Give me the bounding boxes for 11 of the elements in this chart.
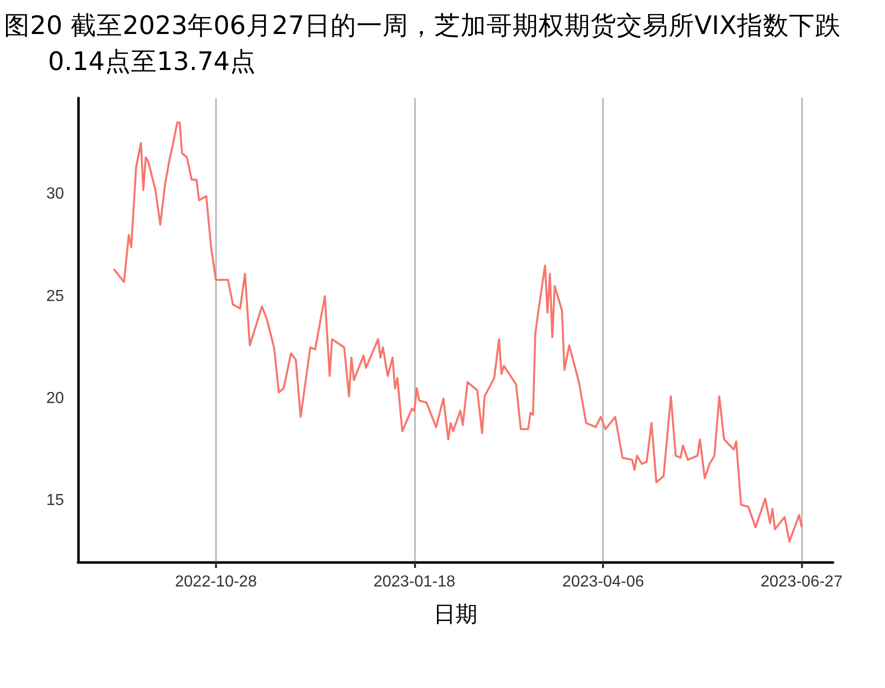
chart-title: 图20 截至2023年06月27日的一周，芝加哥期权期货交易所VIX指数下跌0.14点至13.74点 <box>4 10 842 79</box>
x-tick-label: 2023-01-18 <box>373 574 456 590</box>
y-tick-label: 15 <box>46 492 64 510</box>
x-tick-label: 2022-10-28 <box>175 574 257 590</box>
x-tick-label: 2023-06-27 <box>760 574 843 590</box>
x-tick-label: 2023-04-06 <box>562 574 644 590</box>
line-series <box>113 122 803 543</box>
y-tick-label: 30 <box>46 186 64 203</box>
y-tick-label: 20 <box>46 390 64 407</box>
x-axis-title: 日期 <box>434 602 478 628</box>
y-tick-label: 25 <box>46 288 64 305</box>
